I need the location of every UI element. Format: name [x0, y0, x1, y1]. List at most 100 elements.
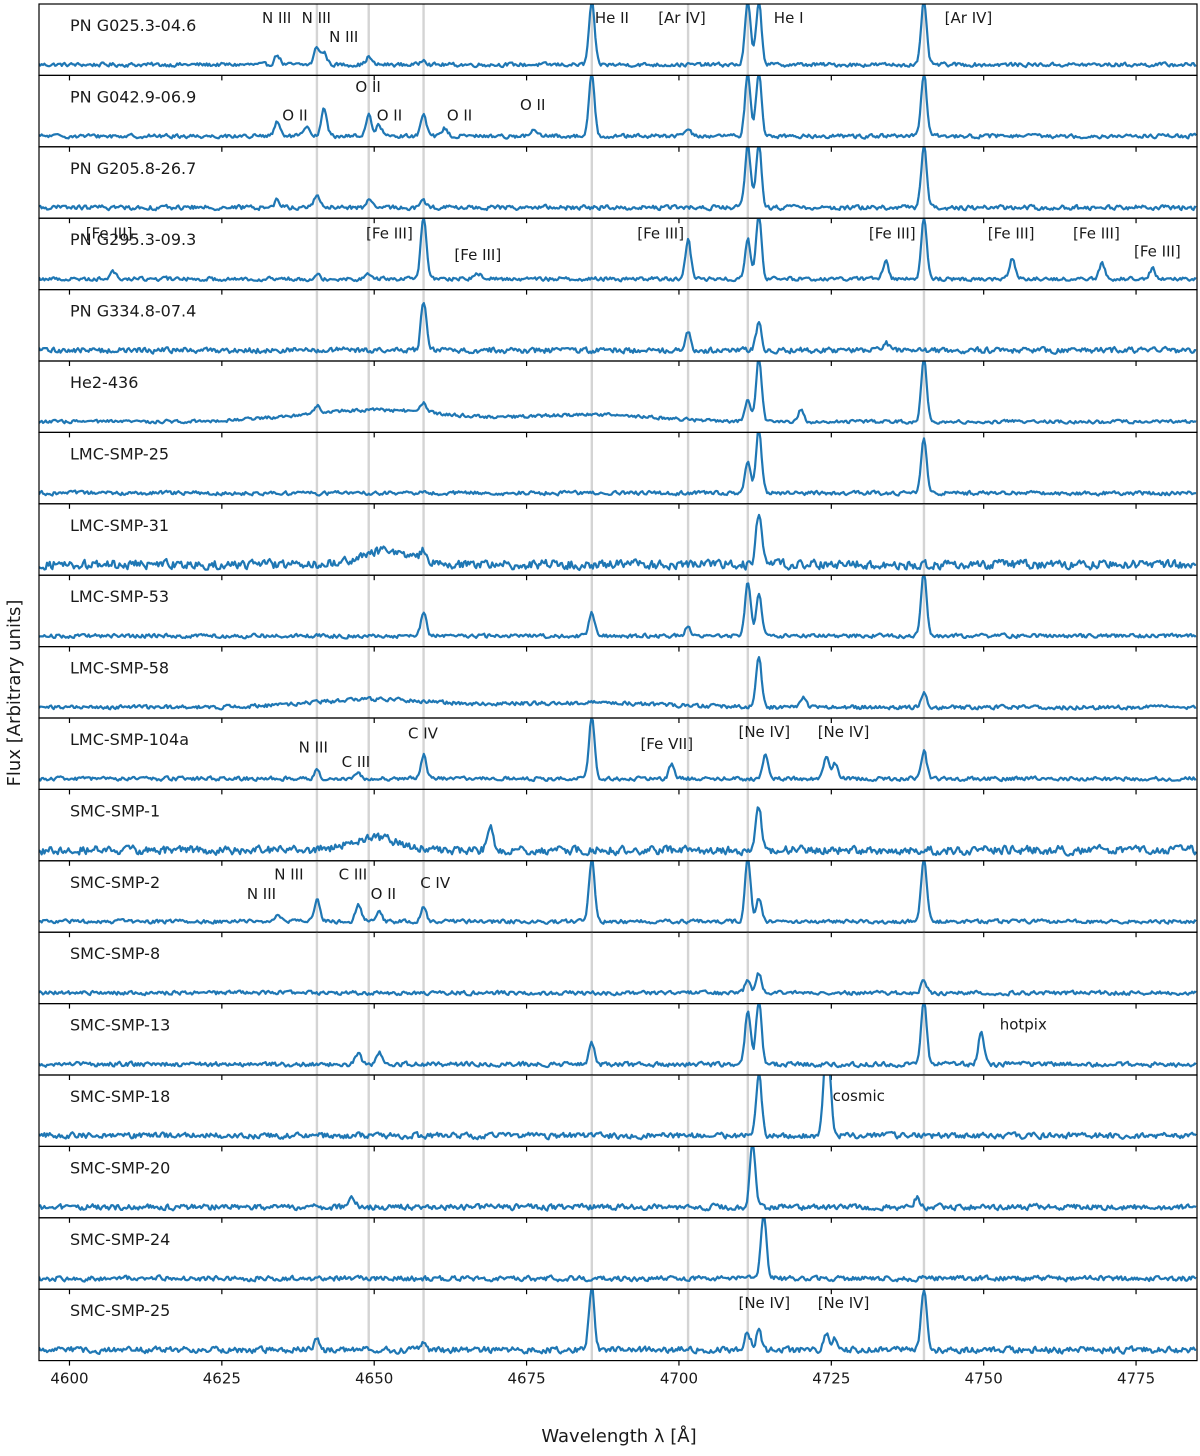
line-annotation: [Fe III] [988, 224, 1035, 242]
panel-label: LMC-SMP-53 [70, 587, 169, 606]
x-tick-label: 4675 [507, 1370, 545, 1388]
line-annotation: He II [595, 9, 629, 27]
line-annotation: N III [274, 866, 303, 884]
spectrum-panel: SMC-SMP-13 hotpix [38, 1002, 1198, 1080]
spectrum-line [39, 361, 1197, 425]
spectrum-panel: He2-436 [38, 360, 1198, 438]
line-annotation: O II [520, 96, 545, 114]
line-annotation: [Fe III] [869, 224, 916, 242]
spectrum-panel: PN G295.3-09.3[Fe III] [Fe III][Fe III][F… [38, 217, 1198, 295]
spectrum-panel: SMC-SMP-24 [38, 1217, 1198, 1295]
line-annotation: O II [355, 78, 380, 96]
spectrum-line [39, 146, 1197, 212]
spectrum-panel: SMC-SMP-20 [38, 1145, 1198, 1223]
panel-label: PN G334.8-07.4 [70, 302, 196, 321]
spectrum-line [39, 656, 1197, 711]
spectrum-line [39, 1217, 1197, 1283]
panel-label: SMC-SMP-13 [70, 1016, 170, 1035]
line-annotation: [Ar IV] [658, 9, 706, 27]
line-annotation: He I [774, 9, 804, 27]
line-annotation: [Ne IV] [818, 723, 870, 741]
spectrum-panel: PN G334.8-07.4 [38, 289, 1198, 366]
x-tick-label: 4625 [203, 1370, 241, 1388]
line-annotation: cosmic [833, 1087, 885, 1105]
spectrum-panel: SMC-SMP-1 [38, 788, 1198, 866]
panel-label: LMC-SMP-104a [70, 730, 189, 749]
x-tick-label: 4750 [965, 1370, 1003, 1388]
panel-label: SMC-SMP-20 [70, 1158, 170, 1177]
spectrum-panel: LMC-SMP-58 [38, 645, 1198, 723]
line-annotation: [Ne IV] [818, 1294, 870, 1312]
panel-label: He2-436 [70, 373, 138, 392]
panel-label: SMC-SMP-2 [70, 873, 160, 892]
x-tick-label: 4650 [355, 1370, 393, 1388]
y-axis-label: Flux [Arbitrary units] [4, 600, 25, 787]
panel-label: PN G025.3-04.6 [70, 16, 196, 35]
line-annotation: N III [247, 885, 276, 903]
x-tick-label: 4700 [660, 1370, 698, 1388]
spectrum-line [39, 1289, 1197, 1355]
spectrum-panel: PN G042.9-06.9 O II O II O II O II O II [38, 74, 1198, 152]
panel-label: SMC-SMP-18 [70, 1087, 170, 1106]
panel-frame [38, 1288, 1198, 1362]
x-axis-label: Wavelength λ [Å] [541, 1425, 696, 1447]
line-annotation: C III [339, 866, 368, 884]
line-annotation: [Fe III] [1134, 242, 1181, 260]
panel-label: SMC-SMP-1 [70, 801, 160, 820]
line-annotation: O II [447, 107, 472, 125]
panel-label: PN G042.9-06.9 [70, 87, 196, 106]
line-annotation: N III [262, 9, 291, 27]
line-annotation: O II [282, 107, 307, 125]
line-annotation: [Ne IV] [738, 723, 790, 741]
line-annotation: N III [329, 28, 358, 46]
spectrum-line [39, 75, 1197, 140]
x-tick-label: 4725 [812, 1370, 850, 1388]
line-annotation: [Ar IV] [945, 9, 993, 27]
panel-label: SMC-SMP-25 [70, 1301, 170, 1320]
spectrum-panel: SMC-SMP-25 [Ne IV] [Ne IV] [38, 1288, 1198, 1366]
spectrum-line [39, 718, 1197, 783]
spectrum-line [39, 806, 1197, 857]
panel-label: SMC-SMP-8 [70, 944, 160, 963]
line-annotation: [Fe III] [1073, 224, 1120, 242]
line-annotation: [Fe III] [454, 246, 501, 264]
panel-label: SMC-SMP-24 [70, 1230, 170, 1249]
line-annotation: N III [299, 739, 328, 757]
line-annotation: C IV [408, 724, 439, 742]
x-axis: 4600 4625 4650 4675 4700 4725 4750 4775 [50, 1370, 1155, 1388]
line-annotation: C IV [420, 874, 451, 892]
spectrum-line [39, 218, 1197, 283]
spectrum-panel: PN G205.8-26.7 [38, 146, 1198, 224]
panel-label: LMC-SMP-58 [70, 659, 169, 678]
panel-label: LMC-SMP-25 [70, 444, 169, 463]
line-annotation: N III [302, 9, 331, 27]
line-annotation: [Fe III] [86, 224, 133, 242]
spectrum-line [39, 302, 1197, 355]
line-annotation: [Ne IV] [738, 1294, 790, 1312]
line-annotation: C III [342, 753, 371, 771]
x-tick-label: 4775 [1117, 1370, 1155, 1388]
line-annotation: O II [371, 885, 396, 903]
spectrum-panel: LMC-SMP-25 [38, 431, 1198, 509]
line-annotation: [Fe III] [366, 224, 413, 242]
spectrum-panel: LMC-SMP-53 [38, 574, 1198, 652]
spectrum-line [39, 432, 1197, 497]
line-annotation: [Fe VII] [640, 735, 693, 753]
spectrum-panel: SMC-SMP-8 [38, 931, 1198, 1009]
panel-label: LMC-SMP-31 [70, 516, 169, 535]
panel-frame [38, 645, 1198, 719]
spectrum-line [39, 1003, 1197, 1069]
spectrum-line [39, 4, 1197, 69]
spectrum-line [39, 860, 1197, 925]
spectrum-line [39, 1075, 1197, 1141]
spectrum-line [39, 1146, 1197, 1212]
spectrum-line [39, 513, 1197, 572]
spectrum-line [39, 972, 1197, 997]
spectrum-panel: LMC-SMP-104a N III C III C IV [Fe VII] [Ne IV… [38, 717, 1198, 795]
panel-label: PN G205.8-26.7 [70, 159, 196, 178]
spectrum-panel: LMC-SMP-31 [38, 503, 1198, 581]
line-annotation: hotpix [1000, 1016, 1047, 1034]
